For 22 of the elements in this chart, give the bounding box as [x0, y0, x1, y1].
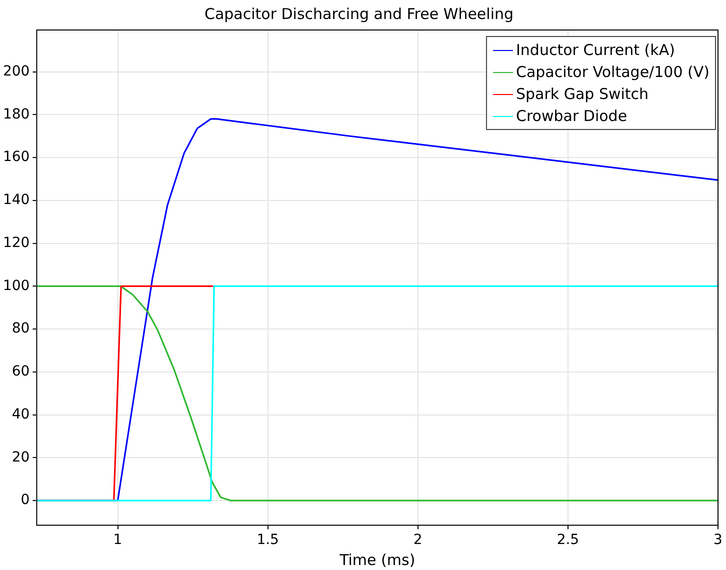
x-tick-label: 3: [714, 532, 722, 548]
x-axis-title: Time (ms): [338, 550, 416, 569]
y-tick-label: 200: [2, 63, 30, 80]
x-tick-label: 1: [113, 532, 122, 548]
y-tick-label: 180: [2, 106, 30, 122]
legend-label: Capacitor Voltage/100 (V): [516, 62, 710, 83]
x-tick-label: 2: [413, 532, 422, 548]
x-tick-label: 1.5: [256, 532, 279, 548]
legend-label: Inductor Current (kA): [516, 40, 675, 61]
chart-title: Capacitor Discharcing and Free Wheeling: [204, 4, 514, 23]
y-tick-label: 20: [12, 449, 30, 466]
y-tick-label: 0: [20, 492, 30, 508]
y-tick-label: 80: [12, 320, 30, 337]
y-tick-label: 100: [2, 278, 30, 294]
y-tick-label: 140: [2, 192, 30, 208]
y-tick-label: 60: [12, 364, 30, 380]
y-tick-label: 160: [2, 149, 30, 166]
y-tick-label: 40: [12, 406, 30, 422]
y-tick-label: 120: [2, 234, 30, 251]
legend-label: Crowbar Diode: [516, 106, 628, 127]
legend-label: Spark Gap Switch: [516, 84, 649, 105]
x-tick-label: 2.5: [556, 532, 580, 548]
